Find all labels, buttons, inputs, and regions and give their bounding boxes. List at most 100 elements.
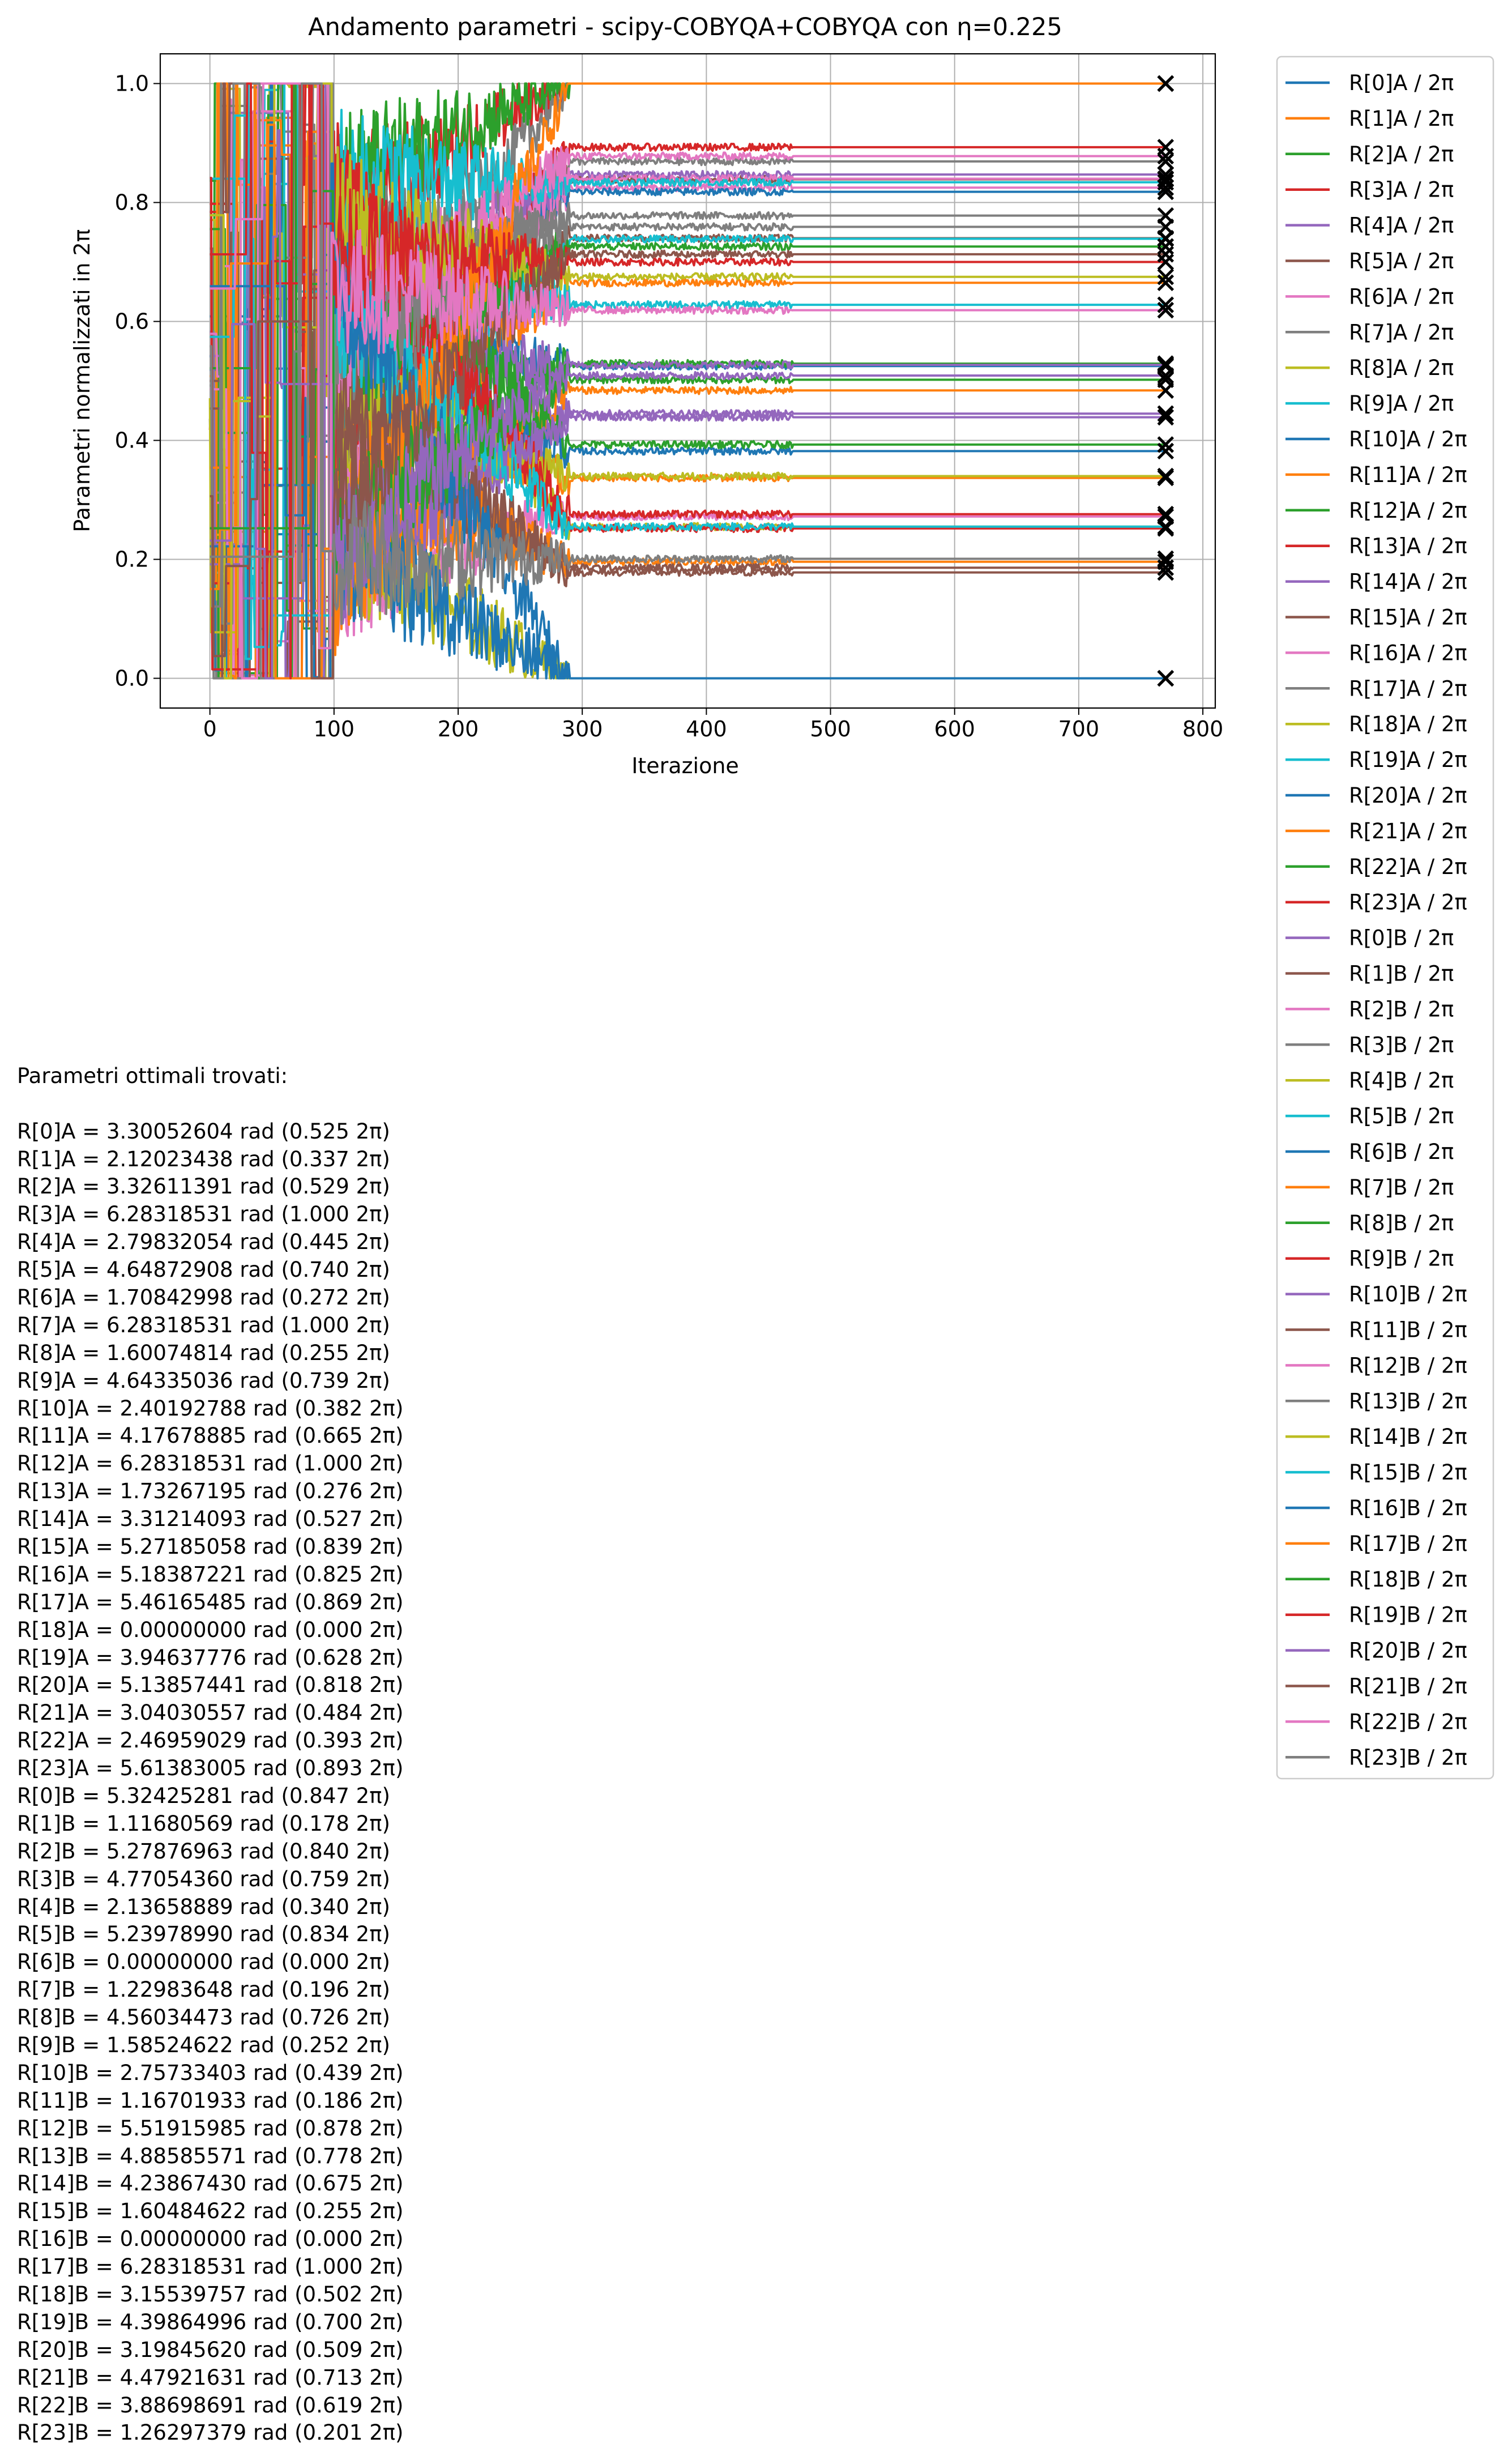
- final-x-marker: [1157, 268, 1174, 285]
- series-line: [210, 82, 1166, 680]
- legend-label: R[1]A / 2π: [1349, 106, 1454, 131]
- final-x-marker: [1157, 230, 1174, 248]
- optimal-param-line: R[7]A = 6.28318531 rad (1.000 2π): [17, 1312, 390, 1337]
- optimal-param-line: R[18]B = 3.15539757 rad (0.502 2π): [17, 2282, 404, 2307]
- legend-label: R[1]B / 2π: [1349, 962, 1454, 986]
- optimal-param-line: R[21]B = 4.47921631 rad (0.713 2π): [17, 2365, 404, 2390]
- legend-label: R[6]A / 2π: [1349, 284, 1454, 309]
- plot-frame: [159, 53, 1216, 709]
- final-x-marker: [1157, 174, 1174, 191]
- optimal-param-line: R[15]A = 5.27185058 rad (0.839 2π): [17, 1534, 404, 1559]
- series-line: [210, 82, 1166, 625]
- x-tick-label: 0: [203, 717, 217, 741]
- final-x-marker: [1157, 408, 1174, 426]
- optimal-param-line: R[1]B = 1.11680569 rad (0.178 2π): [17, 1811, 390, 1836]
- optimal-param-line: R[2]B = 5.27876963 rad (0.840 2π): [17, 1839, 390, 1864]
- optimal-param-line: R[19]A = 3.94637776 rad (0.628 2π): [17, 1645, 404, 1670]
- x-tick-label: 700: [1058, 717, 1100, 741]
- final-x-marker: [1157, 518, 1174, 535]
- legend-label: R[21]B / 2π: [1349, 1674, 1467, 1699]
- legend-label: R[12]A / 2π: [1349, 498, 1467, 523]
- optimal-param-line: R[11]A = 4.17678885 rad (0.665 2π): [17, 1423, 404, 1448]
- final-x-marker: [1157, 296, 1174, 313]
- legend-label: R[16]B / 2π: [1349, 1496, 1467, 1520]
- legend-label: R[8]A / 2π: [1349, 356, 1454, 380]
- legend-label: R[14]B / 2π: [1349, 1425, 1467, 1449]
- optimal-param-line: R[16]A = 5.18387221 rad (0.825 2π): [17, 1562, 404, 1587]
- optimal-param-line: R[21]A = 3.04030557 rad (0.484 2π): [17, 1700, 404, 1725]
- final-x-marker: [1157, 207, 1174, 224]
- final-x-marker: [1157, 371, 1174, 389]
- series-line: [210, 244, 1166, 680]
- series-line: [210, 82, 1166, 680]
- optimal-param-line: R[19]B = 4.39864996 rad (0.700 2π): [17, 2309, 404, 2334]
- optimal-param-line: R[3]A = 6.28318531 rad (1.000 2π): [17, 1202, 390, 1227]
- optimal-param-line: R[13]B = 4.88585571 rad (0.778 2π): [17, 2143, 404, 2168]
- series-line: [210, 82, 1166, 680]
- x-tick-label: 200: [438, 717, 479, 741]
- optimal-param-line: R[22]A = 2.46959029 rad (0.393 2π): [17, 1728, 404, 1753]
- legend-label: R[3]A / 2π: [1349, 178, 1454, 202]
- y-tick-label: 0.6: [115, 309, 149, 334]
- legend-label: R[13]B / 2π: [1349, 1389, 1467, 1413]
- final-x-marker: [1157, 153, 1174, 170]
- optimal-param-line: R[13]A = 1.73267195 rad (0.276 2π): [17, 1479, 404, 1504]
- legend-label: R[23]B / 2π: [1349, 1745, 1467, 1770]
- final-x-marker: [1157, 147, 1174, 165]
- legend-label: R[11]A / 2π: [1349, 463, 1467, 487]
- y-axis-ticks: 0.0 0.2 0.4 0.6 0.8 1.0: [115, 71, 160, 691]
- legend-label: R[23]A / 2π: [1349, 890, 1467, 915]
- legend-label: R[20]A / 2π: [1349, 783, 1467, 808]
- legend-entries: R[0]A / 2π R[1]A / 2π R[2]A / 2π R[3]A / 2π…: [1285, 71, 1467, 1770]
- optimal-param-line: R[23]B = 1.26297379 rad (0.201 2π): [17, 2420, 404, 2445]
- final-x-marker: [1157, 274, 1174, 292]
- optimal-param-line: R[5]B = 5.23978990 rad (0.834 2π): [17, 1922, 390, 1947]
- legend-label: R[11]B / 2π: [1349, 1318, 1467, 1342]
- optimal-param-line: R[6]B = 0.00000000 rad (0.000 2π): [17, 1950, 390, 1975]
- legend-label: R[15]B / 2π: [1349, 1460, 1467, 1485]
- legend-label: R[20]B / 2π: [1349, 1639, 1467, 1663]
- optimal-param-line: R[9]B = 1.58524622 rad (0.252 2π): [17, 2033, 390, 2057]
- optimal-param-line: R[17]B = 6.28318531 rad (1.000 2π): [17, 2254, 404, 2279]
- optimal-param-line: R[20]B = 3.19845620 rad (0.509 2π): [17, 2337, 404, 2362]
- optimal-param-line: R[16]B = 0.00000000 rad (0.000 2π): [17, 2227, 404, 2252]
- final-x-marker: [1157, 670, 1174, 687]
- legend-label: R[19]B / 2π: [1349, 1603, 1467, 1627]
- legend: R[0]A / 2π R[1]A / 2π R[2]A / 2π R[3]A / 2π…: [1276, 56, 1494, 1780]
- legend-label: R[9]B / 2π: [1349, 1247, 1454, 1271]
- legend-frame: [1276, 56, 1494, 1780]
- final-x-marker: [1157, 405, 1174, 423]
- legend-label: R[4]A / 2π: [1349, 214, 1454, 238]
- legend-label: R[9]A / 2π: [1349, 391, 1454, 416]
- x-tick-label: 400: [686, 717, 727, 741]
- legend-label: R[17]A / 2π: [1349, 676, 1467, 701]
- optimal-param-line: R[0]B = 5.32425281 rad (0.847 2π): [17, 1783, 390, 1808]
- final-x-marker: [1157, 75, 1174, 92]
- legend-label: R[2]A / 2π: [1349, 142, 1454, 167]
- optimal-param-line: R[2]A = 3.32611391 rad (0.529 2π): [17, 1174, 390, 1199]
- y-tick-label: 0.4: [115, 428, 149, 453]
- final-x-marker: [1157, 436, 1174, 453]
- x-axis-ticks: 0 100 200 300 400 500 600 700 800: [203, 708, 1223, 741]
- legend-label: R[15]A / 2π: [1349, 606, 1467, 630]
- x-tick-label: 100: [314, 717, 355, 741]
- legend-label: R[0]A / 2π: [1349, 71, 1454, 95]
- legend-label: R[7]B / 2π: [1349, 1175, 1454, 1200]
- series-lines: [208, 82, 1166, 680]
- series-line: [210, 82, 1166, 680]
- final-x-marker: [1157, 238, 1174, 255]
- optimal-param-line: R[4]B = 2.13658889 rad (0.340 2π): [17, 1894, 390, 1919]
- legend-label: R[17]B / 2π: [1349, 1532, 1467, 1556]
- optimal-param-line: R[17]A = 5.46165485 rad (0.869 2π): [17, 1589, 404, 1614]
- final-x-marker: [1157, 550, 1174, 568]
- x-tick-label: 600: [934, 717, 975, 741]
- y-tick-label: 1.0: [115, 71, 149, 96]
- optimal-param-line: R[5]A = 4.64872908 rad (0.740 2π): [17, 1257, 390, 1282]
- optimal-param-line: R[6]A = 1.70842998 rad (0.272 2π): [17, 1285, 390, 1310]
- optimal-param-line: R[23]A = 5.61383005 rad (0.893 2π): [17, 1756, 404, 1781]
- final-x-marker: [1157, 505, 1174, 523]
- final-x-marker: [1157, 166, 1174, 183]
- legend-label: R[10]A / 2π: [1349, 427, 1467, 451]
- optimal-param-line: R[1]A = 2.12023438 rad (0.337 2π): [17, 1146, 390, 1171]
- optimal-param-line: R[10]A = 2.40192788 rad (0.382 2π): [17, 1396, 404, 1421]
